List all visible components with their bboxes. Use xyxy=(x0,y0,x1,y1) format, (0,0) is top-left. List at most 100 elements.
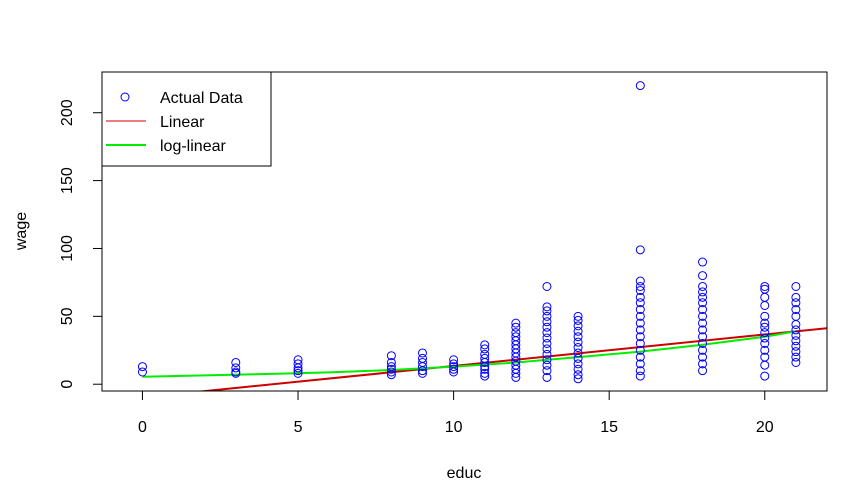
data-point xyxy=(635,292,645,302)
data-point xyxy=(635,325,645,335)
y-axis-label: wage xyxy=(13,212,30,251)
data-point xyxy=(542,360,552,370)
x-tick-label: 5 xyxy=(294,419,303,436)
data-point xyxy=(386,367,396,377)
y-tick-label: 0 xyxy=(59,380,76,389)
data-point xyxy=(417,366,427,376)
data-point xyxy=(760,318,770,328)
y-tick-label: 50 xyxy=(59,307,76,325)
legend: Actual Data Linear log-linear xyxy=(101,71,272,167)
data-point xyxy=(573,370,583,380)
data-point xyxy=(573,321,583,331)
data-point xyxy=(791,281,801,291)
data-point xyxy=(293,363,303,373)
data-point xyxy=(386,364,396,374)
data-point xyxy=(635,245,645,255)
data-point xyxy=(573,315,583,325)
data-point xyxy=(542,317,552,327)
x-axis-label: educ xyxy=(447,465,482,482)
data-point xyxy=(137,367,147,377)
data-point xyxy=(635,311,645,321)
data-point xyxy=(635,276,645,286)
data-point xyxy=(542,281,552,291)
data-point xyxy=(760,322,770,332)
data-point xyxy=(573,374,583,384)
data-point xyxy=(386,370,396,380)
linear-line xyxy=(195,327,827,391)
data-point xyxy=(573,343,583,353)
data-point xyxy=(791,298,801,308)
x-tick-label: 15 xyxy=(600,419,618,436)
data-point xyxy=(511,372,521,382)
data-point xyxy=(449,355,459,365)
data-point xyxy=(542,372,552,382)
data-point xyxy=(417,348,427,358)
data-point xyxy=(698,271,708,281)
data-point xyxy=(760,338,770,348)
data-point xyxy=(542,322,552,332)
data-point xyxy=(480,368,490,378)
data-point xyxy=(635,81,645,91)
data-point xyxy=(137,362,147,372)
data-point xyxy=(698,332,708,342)
data-point xyxy=(542,311,552,321)
data-point xyxy=(480,371,490,381)
data-point xyxy=(791,325,801,335)
data-point xyxy=(542,344,552,354)
data-point xyxy=(231,363,241,373)
data-point xyxy=(542,338,552,348)
legend-circle-symbol xyxy=(120,92,130,102)
data-point xyxy=(542,306,552,316)
data-point xyxy=(698,298,708,308)
x-tick-label: 10 xyxy=(445,419,463,436)
data-point xyxy=(417,368,427,378)
data-point xyxy=(698,345,708,355)
data-point xyxy=(760,371,770,381)
data-point xyxy=(635,371,645,381)
data-point xyxy=(698,325,708,335)
data-point xyxy=(573,353,583,363)
data-point xyxy=(791,352,801,362)
x-tick-label: 0 xyxy=(138,419,147,436)
data-point xyxy=(542,328,552,338)
log-linear-line xyxy=(142,330,797,378)
data-point xyxy=(760,360,770,370)
data-point xyxy=(698,366,708,376)
legend-label: Linear xyxy=(160,114,205,131)
data-point xyxy=(791,330,801,340)
data-point xyxy=(698,257,708,267)
data-point xyxy=(635,345,645,355)
data-point xyxy=(542,333,552,343)
data-point xyxy=(635,352,645,362)
data-point xyxy=(760,333,770,343)
data-point xyxy=(573,359,583,369)
data-point xyxy=(635,318,645,328)
x-tick-label: 20 xyxy=(756,419,774,436)
data-point xyxy=(791,292,801,302)
data-point xyxy=(573,311,583,321)
data-point xyxy=(635,286,645,296)
data-point xyxy=(480,340,490,350)
y-tick-label: 200 xyxy=(59,99,76,126)
data-point xyxy=(760,281,770,291)
data-point xyxy=(698,352,708,362)
data-point xyxy=(542,355,552,365)
data-point xyxy=(542,349,552,359)
data-point xyxy=(760,328,770,338)
data-point xyxy=(417,362,427,372)
data-point xyxy=(635,298,645,308)
data-point xyxy=(480,344,490,354)
data-point xyxy=(635,366,645,376)
x-axis: 0 5 10 15 20 xyxy=(138,390,774,436)
data-point xyxy=(698,311,708,321)
data-point xyxy=(573,337,583,347)
data-point xyxy=(791,347,801,357)
data-point xyxy=(449,367,459,377)
data-point xyxy=(386,357,396,367)
legend-box xyxy=(101,71,272,167)
data-point xyxy=(760,345,770,355)
data-point xyxy=(698,318,708,328)
y-axis: 0 50 100 150 200 xyxy=(59,99,103,389)
data-point xyxy=(791,357,801,367)
data-point xyxy=(635,359,645,369)
